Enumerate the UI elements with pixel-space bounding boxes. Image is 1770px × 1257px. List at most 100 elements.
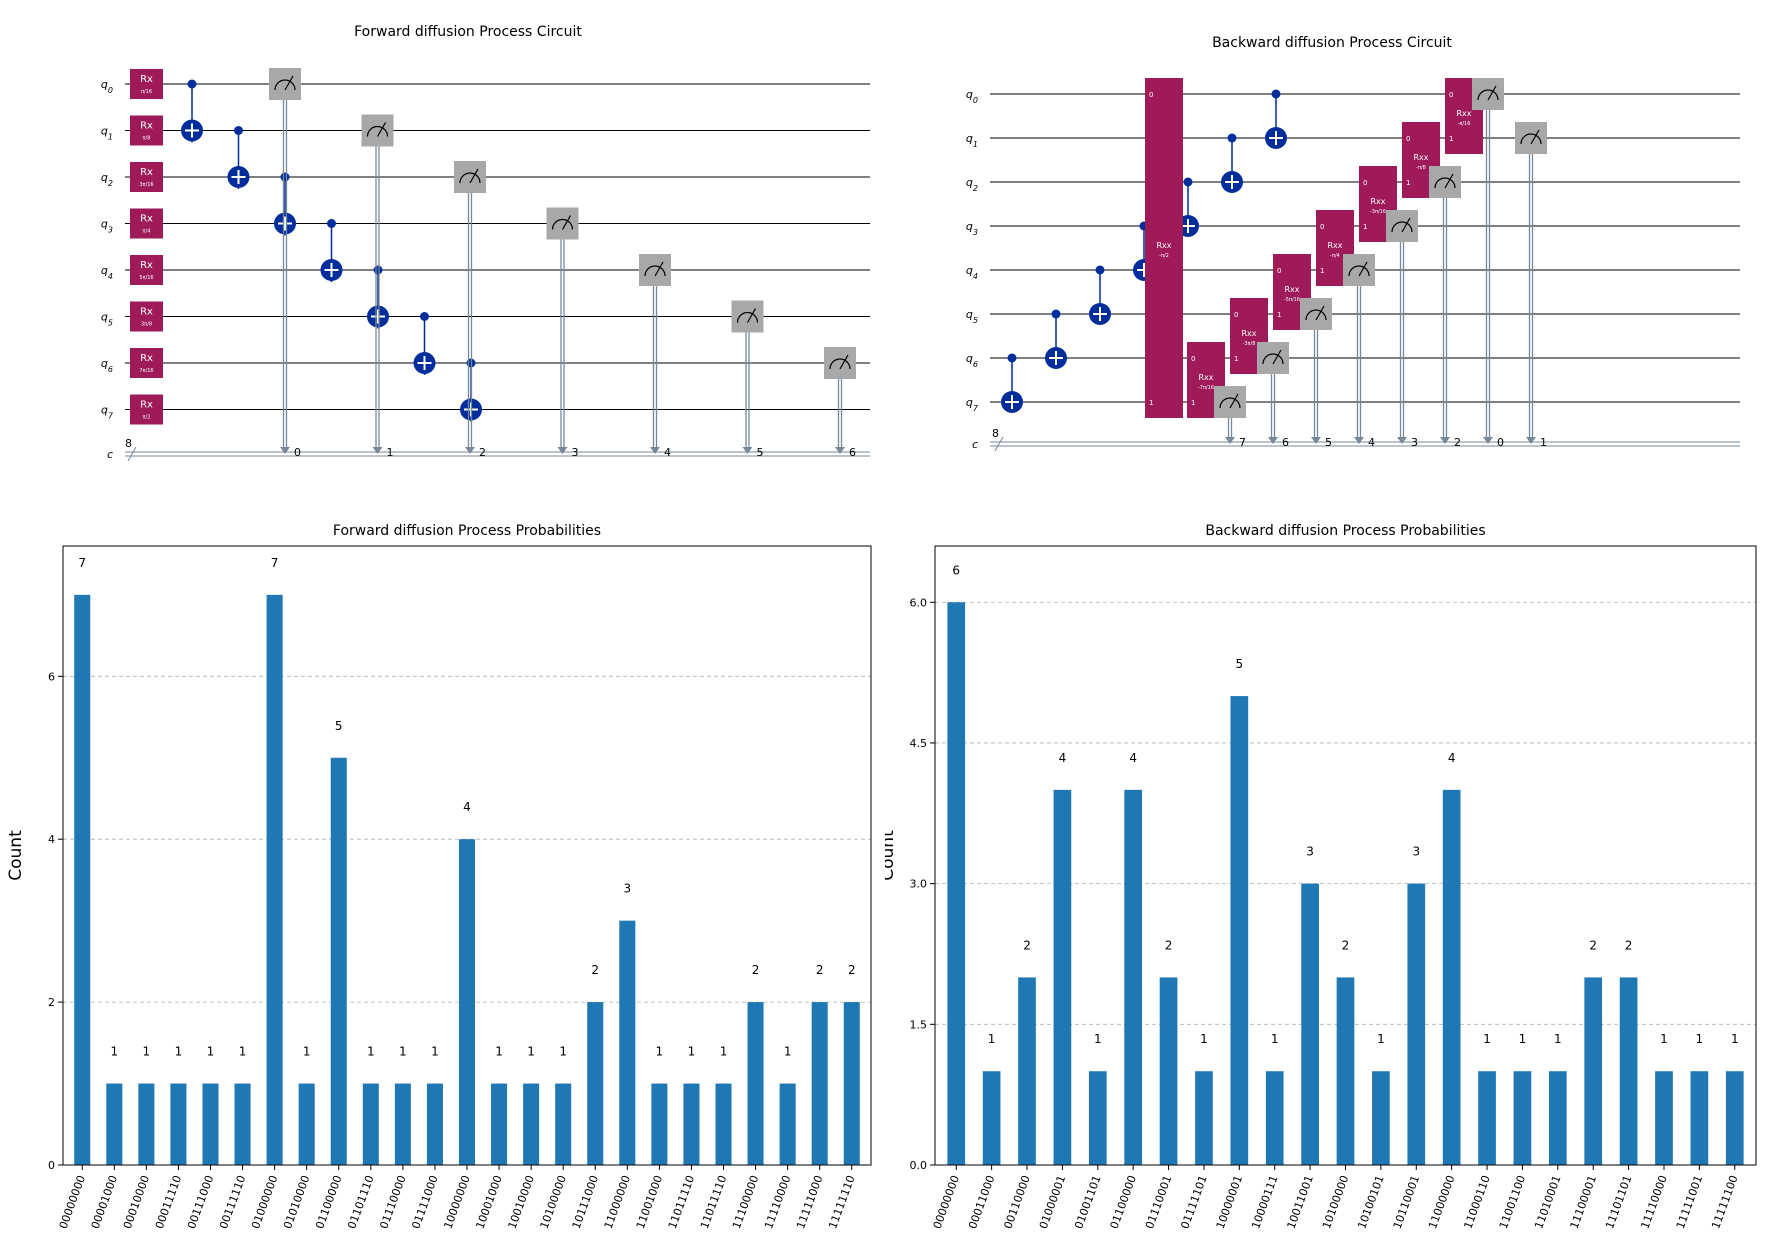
- bar: [811, 1002, 828, 1165]
- x-tick-label: 10100000: [1320, 1174, 1351, 1231]
- measure-arrow: [1225, 437, 1235, 444]
- bar: [1159, 977, 1178, 1165]
- qubit-label: q1: [101, 125, 113, 142]
- bar-value-label: 5: [335, 719, 343, 733]
- rx-gate-param: π/2: [143, 415, 151, 421]
- bar: [1230, 696, 1249, 1165]
- y-tick-label: 4.5: [910, 737, 928, 750]
- bar: [1619, 977, 1638, 1165]
- x-tick-label: 10000000: [441, 1174, 472, 1231]
- x-tick-label: 00110000: [1001, 1174, 1032, 1231]
- classical-bit-label: 1: [387, 446, 394, 459]
- bar-value-label: 2: [816, 963, 824, 977]
- bar-value-label: 1: [143, 1045, 151, 1059]
- control-dot: [1271, 89, 1281, 99]
- rxx-gate-param: -π/16: [1458, 121, 1471, 127]
- y-tick-label: 1.5: [910, 1018, 928, 1031]
- meter-needle: [1401, 217, 1411, 233]
- x-tick-label: 10110001: [1391, 1174, 1422, 1231]
- bar-value-label: 1: [399, 1045, 407, 1059]
- x-tick-label: 11110000: [1638, 1174, 1669, 1231]
- meter-needle: [654, 261, 664, 277]
- bar: [1088, 1071, 1107, 1165]
- bar-value-label: 1: [303, 1045, 311, 1059]
- x-tick-label: 11111001: [1674, 1174, 1705, 1231]
- x-tick-label: 10111000: [570, 1174, 601, 1231]
- x-tick-label: 01001101: [1072, 1174, 1103, 1231]
- chart-title: Forward diffusion Process Circuit: [354, 24, 582, 40]
- bar: [458, 839, 476, 1165]
- rx-gate-param: 3π/8: [141, 322, 152, 328]
- backward-circuit-panel: Backward diffusion Process Circuit q0 q1 q2…: [885, 0, 1770, 480]
- forward-circuit-diagram: Forward diffusion Process Circuit q0 q1 q2 q…: [101, 24, 870, 462]
- qubit-label: q2: [101, 171, 113, 188]
- rxx-port-label: 1: [1234, 355, 1238, 363]
- bar-value-label: 1: [367, 1045, 375, 1059]
- meter-needle: [839, 354, 849, 370]
- meter-arc: [1477, 89, 1499, 101]
- bar-value-label: 1: [175, 1045, 183, 1059]
- rx-gate-param: 5π/16: [139, 275, 153, 281]
- rx-gate-label: Rx: [140, 167, 153, 178]
- measure-arrow: [280, 447, 290, 454]
- bar-value-label: 4: [1129, 751, 1137, 765]
- rxx-port-label: 1: [1191, 399, 1195, 407]
- measure-icon: [454, 161, 486, 193]
- x-tick-label: 11111000: [794, 1174, 825, 1231]
- x-tick-label: 00000000: [931, 1174, 962, 1231]
- bar-value-label: 7: [271, 556, 279, 570]
- measure-arrow: [650, 447, 660, 454]
- qubit-label: q6: [966, 352, 978, 369]
- meter-arc: [366, 125, 389, 137]
- bar: [1195, 1071, 1213, 1165]
- qubit-label: q2: [966, 176, 978, 193]
- x-tick-label: 00011000: [966, 1174, 997, 1231]
- classical-register-label: c: [972, 438, 978, 451]
- measure-icon: [824, 347, 856, 379]
- bar: [362, 1083, 379, 1165]
- measure-icon: [546, 207, 579, 240]
- measure-icon: [1515, 122, 1547, 154]
- bar-value-label: 1: [720, 1045, 728, 1059]
- rx-gate-label: Rx: [140, 74, 153, 85]
- bar: [587, 1002, 604, 1165]
- x-tick-label: 11000110: [1462, 1174, 1493, 1231]
- y-tick-label: 4: [48, 833, 55, 846]
- bar: [1442, 789, 1461, 1165]
- bar: [266, 594, 283, 1165]
- measure-icon: [1343, 254, 1375, 286]
- qubit-label: q6: [101, 357, 113, 374]
- forward-probabilities-chart: Forward diffusion Process Probabilities 0…: [6, 523, 872, 1231]
- bar-value-label: 1: [1554, 1032, 1562, 1046]
- classical-width-label: 8: [125, 437, 132, 450]
- classical-bit-label: 5: [757, 446, 764, 459]
- x-tick-label: 10100101: [1355, 1174, 1386, 1231]
- bar-value-label: 1: [1377, 1032, 1385, 1046]
- measure-icon: [1214, 386, 1246, 418]
- rxx-port-label: 0: [1234, 311, 1238, 319]
- rx-gate-param: π/4: [143, 229, 151, 235]
- rxx-gate-param: -π/8: [1416, 165, 1426, 171]
- bar-value-label: 1: [1483, 1032, 1491, 1046]
- x-tick-label: 01000000: [249, 1174, 280, 1231]
- rxx-port-label: 0: [1191, 355, 1195, 363]
- bar-value-label: 3: [1412, 845, 1420, 859]
- meter-needle: [1315, 305, 1325, 321]
- bar-value-label: 1: [1519, 1032, 1527, 1046]
- rxx-port-label: 1: [1149, 399, 1153, 407]
- measure-icon: [1429, 166, 1461, 198]
- chart-title: Backward diffusion Process Probabilities: [1205, 523, 1485, 539]
- x-tick-label: 01111000: [409, 1174, 440, 1231]
- bar-value-label: 3: [623, 882, 631, 896]
- x-tick-label: 11000000: [1426, 1174, 1457, 1231]
- bar-value-label: 2: [1625, 938, 1633, 952]
- x-tick-label: 11011110: [698, 1174, 729, 1231]
- bar: [1513, 1071, 1532, 1165]
- bar: [747, 1002, 764, 1165]
- bar-value-label: 7: [78, 556, 86, 570]
- rxx-gate-label: Rxx: [1370, 197, 1385, 206]
- rx-gate: [130, 348, 163, 378]
- meter-arc: [1348, 265, 1370, 277]
- rxx-port-label: 0: [1320, 223, 1324, 231]
- classical-register-label: c: [107, 448, 113, 461]
